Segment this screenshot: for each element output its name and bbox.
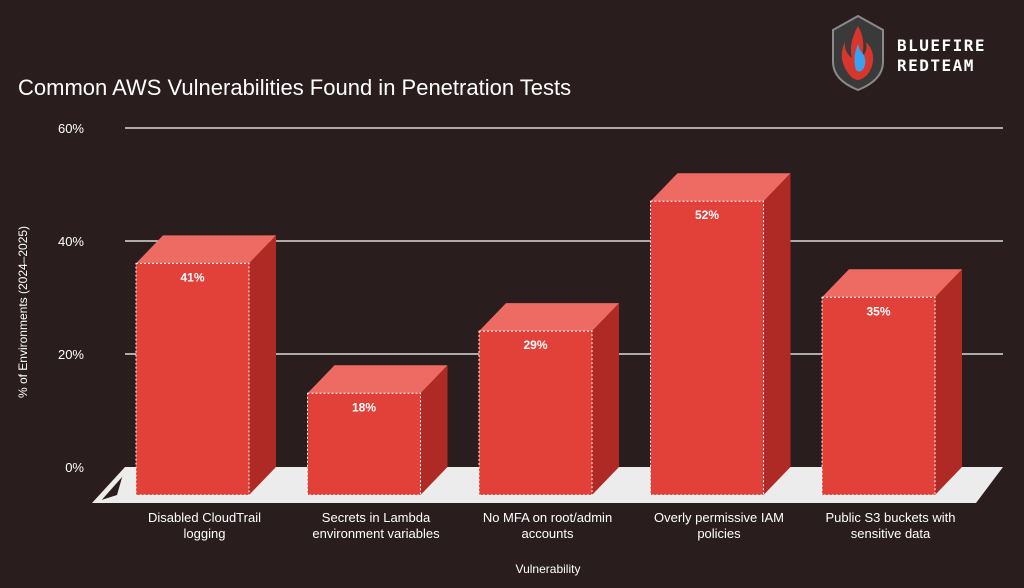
x-axis-title: Vulnerability (516, 562, 581, 576)
x-tick-label: Public S3 buckets with (825, 510, 955, 525)
y-tick-labels: 0% 20% 40% 60% (58, 121, 84, 475)
shield-flame-icon (832, 14, 884, 92)
x-tick-label: No MFA on root/admin (483, 510, 612, 525)
x-tick-label: logging (184, 526, 226, 541)
bar-front (821, 296, 936, 496)
bar-side (592, 303, 619, 495)
bar-side (935, 269, 962, 495)
bar-top (136, 235, 276, 264)
bar-front (650, 200, 764, 496)
y-tick-label: 60% (58, 121, 84, 136)
bar-side (249, 235, 276, 495)
y-tick-label: 0% (65, 460, 84, 475)
bar (821, 269, 962, 496)
bar (650, 173, 791, 496)
bar-top (307, 365, 448, 394)
bar-top (822, 269, 962, 298)
x-tick-label: Secrets in Lambda (322, 510, 431, 525)
data-label: 18% (352, 400, 376, 414)
data-labels: 41% 18% 29% 52% 35% (180, 208, 890, 414)
y-axis-title: % of Environments (2024–2025) (16, 226, 30, 398)
brand-logo: BLUEFIRE REDTEAM (832, 14, 986, 92)
bar-front (307, 392, 421, 496)
chart-title: Common AWS Vulnerabilities Found in Pene… (18, 75, 571, 100)
bar (135, 235, 276, 496)
floor-edge (92, 467, 131, 503)
bar (478, 303, 619, 496)
x-tick-label: Disabled CloudTrail (148, 510, 261, 525)
bar-front (135, 262, 250, 496)
bars (135, 173, 962, 496)
bar-top (650, 173, 791, 202)
bar-front (478, 330, 593, 496)
x-tick-label: policies (697, 526, 741, 541)
x-tick-label: environment variables (312, 526, 440, 541)
bar-side (763, 173, 791, 495)
brand-line2: REDTEAM (897, 56, 975, 75)
data-label: 41% (180, 270, 204, 284)
y-tick-label: 20% (58, 347, 84, 362)
x-tick-label: Overly permissive IAM (654, 510, 784, 525)
x-tick-label: sensitive data (851, 526, 931, 541)
x-tick-label: accounts (521, 526, 574, 541)
bar-top (479, 303, 619, 332)
bar (307, 365, 448, 496)
brand-line1: BLUEFIRE (897, 36, 986, 55)
y-tick-label: 40% (58, 234, 84, 249)
bar-side (420, 365, 448, 495)
data-label: 35% (866, 304, 890, 318)
data-label: 52% (695, 208, 719, 222)
data-label: 29% (523, 338, 547, 352)
